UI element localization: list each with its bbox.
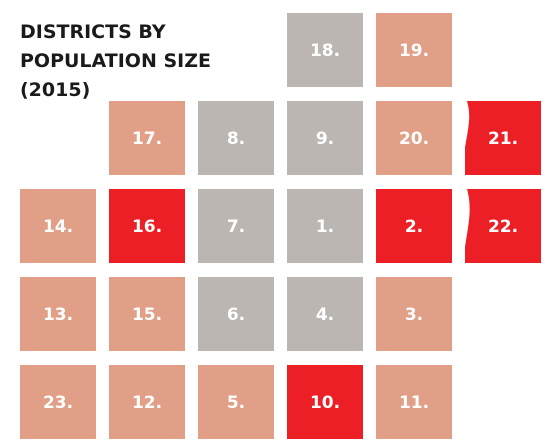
district-label: 12. — [132, 393, 162, 413]
district-tile — [287, 101, 363, 175]
district-tile — [376, 277, 452, 351]
district-tile — [109, 189, 185, 263]
district-tile — [20, 189, 96, 263]
district-label: 19. — [399, 41, 429, 61]
district-tile — [20, 277, 96, 351]
district-tile — [198, 277, 274, 351]
district-label: 10. — [310, 393, 340, 413]
district-tile — [287, 189, 363, 263]
district-label: 14. — [43, 217, 73, 237]
district-tile — [376, 101, 452, 175]
district-label: 18. — [310, 41, 340, 61]
district-tile — [20, 365, 96, 439]
district-label: 21. — [488, 129, 518, 149]
title-line: POPULATION SIZE — [20, 50, 211, 72]
district-label: 11. — [399, 393, 429, 413]
district-label: 20. — [399, 129, 429, 149]
district-label: 9. — [316, 129, 334, 149]
district-tile — [376, 13, 452, 87]
district-tile — [287, 277, 363, 351]
district-label: 13. — [43, 305, 73, 325]
district-label: 3. — [405, 305, 423, 325]
district-tile — [465, 101, 541, 175]
district-label: 6. — [227, 305, 245, 325]
district-label: 4. — [316, 305, 334, 325]
district-tile — [198, 189, 274, 263]
district-label: 22. — [488, 217, 518, 237]
district-label: 1. — [316, 217, 334, 237]
district-tile — [287, 365, 363, 439]
district-tile — [287, 13, 363, 87]
district-label: 16. — [132, 217, 162, 237]
district-label: 2. — [405, 217, 423, 237]
district-label: 5. — [227, 393, 245, 413]
district-tile — [465, 189, 541, 263]
district-label: 17. — [132, 129, 162, 149]
district-label: 15. — [132, 305, 162, 325]
district-label: 7. — [227, 217, 245, 237]
wave-divider — [452, 95, 470, 292]
district-tile — [376, 189, 452, 263]
district-tile — [198, 365, 274, 439]
title-line: (2015) — [20, 79, 90, 101]
district-tile — [109, 277, 185, 351]
district-tile — [109, 365, 185, 439]
district-tile — [198, 101, 274, 175]
district-tile — [109, 101, 185, 175]
district-tile — [376, 365, 452, 439]
title-line: DISTRICTS BY — [20, 21, 166, 43]
district-label: 23. — [43, 393, 73, 413]
district-label: 8. — [227, 129, 245, 149]
